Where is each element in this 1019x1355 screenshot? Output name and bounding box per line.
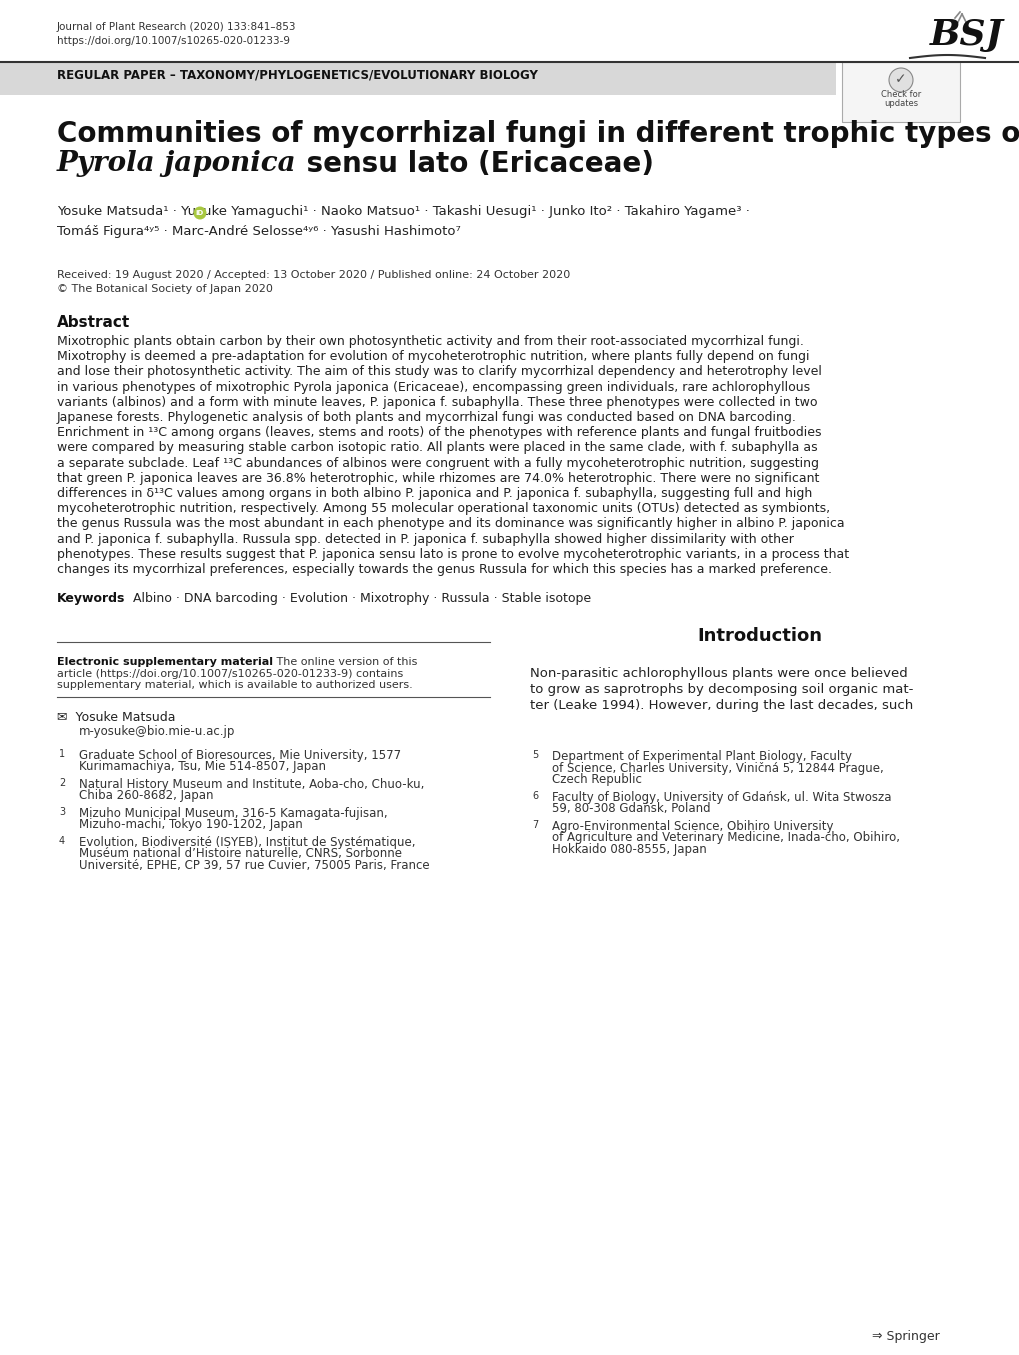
Text: Mixotrophy is deemed a pre-adaptation for evolution of mycoheterotrophic nutriti: Mixotrophy is deemed a pre-adaptation fo… xyxy=(57,350,809,363)
Text: 2: 2 xyxy=(59,778,65,787)
Text: Mizuho-machi, Tokyo 190-1202, Japan: Mizuho-machi, Tokyo 190-1202, Japan xyxy=(78,818,303,831)
Text: © The Botanical Society of Japan 2020: © The Botanical Society of Japan 2020 xyxy=(57,285,273,294)
Text: and P. japonica f. subaphylla. Russula spp. detected in P. japonica f. subaphyll: and P. japonica f. subaphylla. Russula s… xyxy=(57,533,793,546)
Text: iD: iD xyxy=(196,210,204,215)
Text: ⇒ Springer: ⇒ Springer xyxy=(871,1331,940,1343)
Text: Hokkaido 080-8555, Japan: Hokkaido 080-8555, Japan xyxy=(551,843,706,856)
Text: and lose their photosynthetic activity. The aim of this study was to clarify myc: and lose their photosynthetic activity. … xyxy=(57,366,821,378)
Text: Evolution, Biodiversité (ISYEB), Institut de Systématique,: Evolution, Biodiversité (ISYEB), Institu… xyxy=(78,836,415,848)
Text: Chiba 260-8682, Japan: Chiba 260-8682, Japan xyxy=(78,789,213,802)
Text: Université, EPHE, CP 39, 57 rue Cuvier, 75005 Paris, France: Université, EPHE, CP 39, 57 rue Cuvier, … xyxy=(78,859,429,871)
Text: changes its mycorrhizal preferences, especially towards the genus Russula for wh: changes its mycorrhizal preferences, esp… xyxy=(57,562,832,576)
Text: 3: 3 xyxy=(59,806,65,817)
Text: of Agriculture and Veterinary Medicine, Inada-cho, Obihiro,: of Agriculture and Veterinary Medicine, … xyxy=(551,831,899,844)
Text: Abstract: Abstract xyxy=(57,314,130,331)
Text: phenotypes. These results suggest that P. japonica sensu lato is prone to evolve: phenotypes. These results suggest that P… xyxy=(57,547,848,561)
Text: Communities of mycorrhizal fungi in different trophic types of Asiatic: Communities of mycorrhizal fungi in diff… xyxy=(57,121,1019,148)
Text: Natural History Museum and Institute, Aoba-cho, Chuo-ku,: Natural History Museum and Institute, Ao… xyxy=(78,778,424,791)
Text: 1: 1 xyxy=(59,749,65,759)
Text: Japanese forests. Phylogenetic analysis of both plants and mycorrhizal fungi was: Japanese forests. Phylogenetic analysis … xyxy=(57,411,796,424)
Text: ✓: ✓ xyxy=(895,72,906,85)
Text: Electronic supplementary material: Electronic supplementary material xyxy=(57,657,273,667)
Text: mycoheterotrophic nutrition, respectively. Among 55 molecular operational taxono: mycoheterotrophic nutrition, respectivel… xyxy=(57,503,829,515)
Text: were compared by measuring stable carbon isotopic ratio. All plants were placed : were compared by measuring stable carbon… xyxy=(57,442,817,454)
Text: ✉  Yosuke Matsuda: ✉ Yosuke Matsuda xyxy=(57,711,175,724)
Text: differences in δ¹³C values among organs in both albino P. japonica and P. japoni: differences in δ¹³C values among organs … xyxy=(57,486,811,500)
Text: Agro-Environmental Science, Obihiro University: Agro-Environmental Science, Obihiro Univ… xyxy=(551,820,833,833)
Text: Tomáš Figura⁴ʸ⁵ · Marc-André Selosse⁴ʸ⁶ · Yasushi Hashimoto⁷: Tomáš Figura⁴ʸ⁵ · Marc-André Selosse⁴ʸ⁶ … xyxy=(57,225,461,238)
Text: Albino · DNA barcoding · Evolution · Mixotrophy · Russula · Stable isotope: Albino · DNA barcoding · Evolution · Mix… xyxy=(125,592,591,606)
Text: in various phenotypes of mixotrophic Pyrola japonica (Ericaceae), encompassing g: in various phenotypes of mixotrophic Pyr… xyxy=(57,381,809,393)
Text: Mixotrophic plants obtain carbon by their own photosynthetic activity and from t: Mixotrophic plants obtain carbon by thei… xyxy=(57,335,803,348)
Text: Yosuke Matsuda¹ · Yusuke Yamaguchi¹ · Naoko Matsuo¹ · Takashi Uesugi¹ · Junko It: Yosuke Matsuda¹ · Yusuke Yamaguchi¹ · Na… xyxy=(57,205,749,218)
Text: Non-parasitic achlorophyllous plants were once believed: Non-parasitic achlorophyllous plants wer… xyxy=(530,667,907,680)
Text: Pyrola japonica: Pyrola japonica xyxy=(57,150,297,178)
Text: 5: 5 xyxy=(532,751,538,760)
Text: Department of Experimental Plant Biology, Faculty: Department of Experimental Plant Biology… xyxy=(551,751,851,763)
Text: a separate subclade. Leaf ¹³C abundances of albinos were congruent with a fully : a separate subclade. Leaf ¹³C abundances… xyxy=(57,457,818,470)
Text: 6: 6 xyxy=(532,791,538,801)
Text: the genus Russula was the most abundant in each phenotype and its dominance was : the genus Russula was the most abundant … xyxy=(57,518,844,530)
Bar xyxy=(841,62,959,122)
Text: Journal of Plant Research (2020) 133:841–853: Journal of Plant Research (2020) 133:841… xyxy=(57,22,297,33)
Text: Czech Republic: Czech Republic xyxy=(551,774,641,786)
Text: Keywords: Keywords xyxy=(57,592,125,606)
Text: Introduction: Introduction xyxy=(697,627,821,645)
Text: m-yosuke@bio.mie-u.ac.jp: m-yosuke@bio.mie-u.ac.jp xyxy=(78,725,235,737)
Text: sensu lato (Ericaceae): sensu lato (Ericaceae) xyxy=(297,150,653,178)
Text: ter (Leake 1994). However, during the last decades, such: ter (Leake 1994). However, during the la… xyxy=(530,699,912,713)
Bar xyxy=(0,62,836,95)
Text: 4: 4 xyxy=(59,836,65,846)
Text: updates: updates xyxy=(883,99,917,108)
Text: supplementary material, which is available to authorized users.: supplementary material, which is availab… xyxy=(57,680,413,690)
Circle shape xyxy=(194,206,206,220)
Circle shape xyxy=(889,68,912,92)
Text: that green P. japonica leaves are 36.8% heterotrophic, while rhizomes are 74.0% : that green P. japonica leaves are 36.8% … xyxy=(57,472,818,485)
Text: BSJ: BSJ xyxy=(929,18,1003,51)
Text: Faculty of Biology, University of Gdańsk, ul. Wita Stwosza: Faculty of Biology, University of Gdańsk… xyxy=(551,791,891,804)
Text: to grow as saprotrophs by decomposing soil organic mat-: to grow as saprotrophs by decomposing so… xyxy=(530,683,912,696)
Text: variants (albinos) and a form with minute leaves, P. japonica f. subaphylla. The: variants (albinos) and a form with minut… xyxy=(57,396,816,409)
Text: 59, 80-308 Gdańsk, Poland: 59, 80-308 Gdańsk, Poland xyxy=(551,802,710,816)
Text: The online version of this: The online version of this xyxy=(273,657,417,667)
Text: Received: 19 August 2020 / Accepted: 13 October 2020 / Published online: 24 Octo: Received: 19 August 2020 / Accepted: 13 … xyxy=(57,270,570,280)
Text: 7: 7 xyxy=(532,820,538,829)
Text: Enrichment in ¹³C among organs (leaves, stems and roots) of the phenotypes with : Enrichment in ¹³C among organs (leaves, … xyxy=(57,427,820,439)
Text: article (https://doi.org/10.1007/s10265-020-01233-9) contains: article (https://doi.org/10.1007/s10265-… xyxy=(57,669,403,679)
Text: Muséum national d’Histoire naturelle, CNRS, Sorbonne: Muséum national d’Histoire naturelle, CN… xyxy=(78,847,401,860)
Text: of Science, Charles University, Viničná 5, 12844 Prague,: of Science, Charles University, Viničná … xyxy=(551,762,882,775)
Text: https://doi.org/10.1007/s10265-020-01233-9: https://doi.org/10.1007/s10265-020-01233… xyxy=(57,37,289,46)
Text: Mizuho Municipal Museum, 316-5 Kamagata-fujisan,: Mizuho Municipal Museum, 316-5 Kamagata-… xyxy=(78,806,387,820)
Text: Kurimamachiya, Tsu, Mie 514-8507, Japan: Kurimamachiya, Tsu, Mie 514-8507, Japan xyxy=(78,760,326,774)
Text: REGULAR PAPER – TAXONOMY/PHYLOGENETICS/EVOLUTIONARY BIOLOGY: REGULAR PAPER – TAXONOMY/PHYLOGENETICS/E… xyxy=(57,69,537,83)
Text: Graduate School of Bioresources, Mie University, 1577: Graduate School of Bioresources, Mie Uni… xyxy=(78,749,400,762)
Text: Check for: Check for xyxy=(880,89,920,99)
